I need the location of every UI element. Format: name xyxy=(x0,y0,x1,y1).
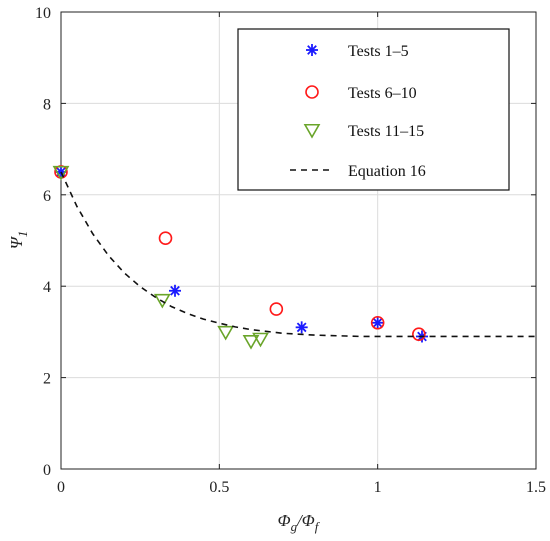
data-point xyxy=(153,293,171,309)
data-point xyxy=(269,302,284,316)
series-1 xyxy=(55,165,428,343)
legend-item: Tests 1–5 xyxy=(306,43,409,60)
y-label-sub: 1 xyxy=(15,231,30,238)
data-point xyxy=(412,327,426,341)
legend-label: Tests 6–10 xyxy=(348,85,417,102)
y-axis-label: Ψ1 xyxy=(7,231,30,249)
series-4 xyxy=(60,171,536,338)
data-point xyxy=(295,321,308,334)
x-label-sep: /Φ xyxy=(296,511,315,530)
data-point xyxy=(52,165,70,181)
x-tick-label: 1.5 xyxy=(526,479,546,496)
legend-item: Tests 6–10 xyxy=(305,85,417,102)
y-tick-label: 8 xyxy=(43,96,51,113)
data-point xyxy=(371,316,384,329)
tick-marks xyxy=(60,11,537,470)
legend-label: Tests 11–15 xyxy=(348,123,424,140)
data-series xyxy=(52,165,536,350)
legend-marker-swatch xyxy=(303,123,321,139)
y-tick-label: 2 xyxy=(43,371,51,388)
data-point xyxy=(169,284,181,297)
y-label-main: Ψ xyxy=(7,235,26,249)
x-label-main: Φ xyxy=(278,511,291,530)
legend-marker-swatch xyxy=(305,85,319,99)
x-label-sub1: g xyxy=(291,519,298,534)
legend-item: Equation 16 xyxy=(290,163,426,180)
data-point xyxy=(252,332,269,348)
legend: Tests 1–5 Tests 6–10 Tests 11–15 Equation 1… xyxy=(237,28,510,191)
legend-label: Tests 1–5 xyxy=(348,43,409,60)
equation-curve xyxy=(60,171,536,338)
y-tick-label: 6 xyxy=(43,188,51,205)
y-tick-label: 4 xyxy=(43,279,51,296)
data-point xyxy=(370,315,385,330)
series-3 xyxy=(52,165,269,350)
x-label-sub2: f xyxy=(315,519,321,534)
y-tick-label: 10 xyxy=(35,5,51,22)
x-tick-label: 0.5 xyxy=(209,479,229,496)
x-tick-label: 1 xyxy=(374,479,382,496)
x-tick-label: 0 xyxy=(57,479,65,496)
plot-area-frame xyxy=(60,11,537,470)
data-point xyxy=(158,231,173,246)
legend-item: Tests 11–15 xyxy=(303,123,424,140)
legend-box xyxy=(237,28,510,191)
data-point xyxy=(217,325,235,341)
x-axis-label: Φg/Φf xyxy=(278,511,321,534)
y-tick-label: 0 xyxy=(43,462,51,479)
legend-label: Equation 16 xyxy=(348,163,426,180)
tick-labels: 0 0.5 1 1.5 0 2 4 6 8 10 xyxy=(35,5,546,496)
legend-marker-swatch xyxy=(306,44,318,56)
series-2 xyxy=(54,165,426,341)
data-point xyxy=(242,334,260,350)
